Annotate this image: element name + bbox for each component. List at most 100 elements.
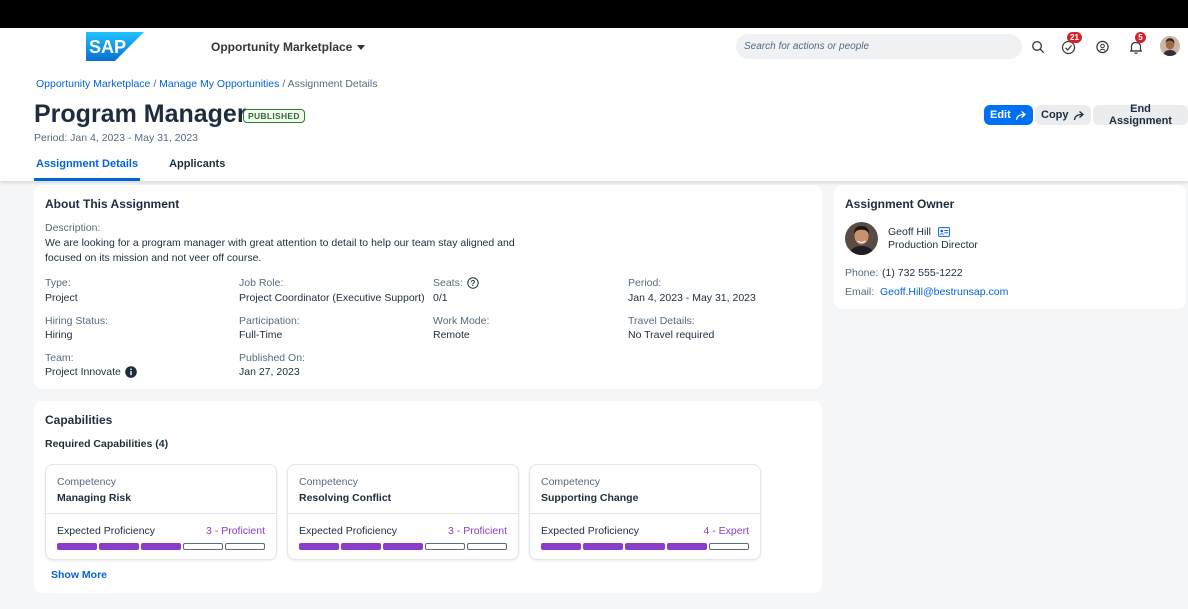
page-title: Program Manager	[34, 100, 247, 128]
contact-card-icon[interactable]	[938, 227, 950, 237]
capabilities-card: Capabilities Required Capabilities (4) C…	[34, 401, 822, 593]
show-more-link[interactable]: Show More	[51, 569, 108, 581]
email-label: Email:	[845, 286, 875, 298]
field-value-team: Project Innovate	[45, 366, 121, 378]
end-assignment-button[interactable]: End Assignment	[1093, 103, 1188, 127]
breadcrumb-current: Assignment Details	[287, 78, 378, 90]
capability-category: Competency	[299, 476, 358, 488]
capability-tile[interactable]: Competency Resolving Conflict Expected P…	[287, 464, 519, 560]
edit-button[interactable]: Edit	[984, 105, 1033, 125]
header-period: Period: Jan 4, 2023 - May 31, 2023	[34, 132, 199, 144]
expected-proficiency-label: Expected Proficiency	[57, 525, 156, 537]
feedback-icon[interactable]	[1093, 38, 1111, 56]
proficiency-rating-bar	[299, 543, 507, 550]
capability-name: Managing Risk	[57, 492, 132, 504]
svg-text:?: ?	[470, 279, 475, 288]
tab-bar: Assignment Details Applicants	[34, 158, 227, 181]
rating-segment-filled	[99, 543, 139, 550]
search-icon[interactable]	[1029, 38, 1047, 56]
app-title-menu[interactable]: Opportunity Marketplace	[211, 40, 366, 54]
field-value-published-on: Jan 27, 2023	[239, 366, 300, 378]
capability-tile[interactable]: Competency Managing Risk Expected Profic…	[45, 464, 277, 560]
proficiency-rating-bar	[57, 543, 265, 550]
tasks-badge: 21	[1067, 32, 1082, 43]
field-label-type: Type:	[45, 277, 71, 289]
capability-tile[interactable]: Competency Supporting Change Expected Pr…	[529, 464, 761, 560]
sap-logo[interactable]: SAP	[86, 32, 144, 61]
divider	[530, 513, 760, 514]
phone-label: Phone:	[845, 267, 879, 279]
notifications-badge: 5	[1135, 32, 1146, 43]
field-label-seats-wrap: Seats: ?	[433, 277, 479, 289]
tasks-icon[interactable]: 21	[1059, 32, 1082, 56]
top-black-bar	[0, 0, 1188, 28]
breadcrumb-separator: /	[282, 78, 286, 90]
phone-value: (1) 732 555-1222	[882, 267, 963, 279]
assignment-owner-card: Assignment Owner Geoff Hill Production D…	[834, 185, 1186, 309]
copy-button-label: Copy	[1041, 109, 1069, 121]
owner-name-wrap: Geoff Hill	[888, 226, 950, 238]
rating-segment-empty	[709, 543, 749, 550]
sap-logo-text: SAP	[89, 37, 126, 57]
breadcrumb-link-opportunity-marketplace[interactable]: Opportunity Marketplace	[36, 78, 151, 90]
capabilities-card-title: Capabilities	[45, 413, 113, 427]
proficiency-level: 4 - Expert	[703, 525, 749, 537]
field-value-participation: Full-Time	[239, 329, 283, 341]
rating-segment-empty	[183, 543, 223, 550]
proficiency-level: 3 - Proficient	[206, 525, 265, 537]
edit-button-label: Edit	[990, 109, 1011, 121]
expected-proficiency-label: Expected Proficiency	[541, 525, 640, 537]
proficiency-rating-bar	[541, 543, 749, 550]
info-icon[interactable]	[125, 366, 137, 378]
proficiency-level: 3 - Proficient	[448, 525, 507, 537]
chevron-down-icon	[357, 44, 366, 50]
rating-segment-filled	[541, 543, 581, 550]
field-value-team-wrap: Project Innovate	[45, 366, 137, 378]
capability-category: Competency	[57, 476, 116, 488]
rating-segment-filled	[57, 543, 97, 550]
help-icon[interactable]: ?	[467, 277, 479, 289]
owner-card-title: Assignment Owner	[845, 197, 955, 211]
tab-assignment-details[interactable]: Assignment Details	[34, 158, 141, 181]
rating-segment-filled	[383, 543, 423, 550]
description-text: We are looking for a program manager wit…	[45, 237, 515, 264]
rating-segment-filled	[667, 543, 707, 550]
divider	[288, 513, 518, 514]
breadcrumb: Opportunity Marketplace / Manage My Oppo…	[36, 78, 377, 90]
capability-name: Supporting Change	[541, 492, 639, 504]
tab-applicants[interactable]: Applicants	[169, 158, 226, 170]
field-value-job-role: Project Coordinator (Executive Support)	[239, 292, 425, 304]
rating-segment-empty	[425, 543, 465, 550]
user-avatar[interactable]	[1160, 36, 1180, 56]
breadcrumb-separator: /	[153, 78, 157, 90]
about-card-title: About This Assignment	[45, 197, 180, 211]
email-link[interactable]: Geoff.Hill@bestrunsap.com	[880, 286, 1009, 298]
required-capabilities-heading: Required Capabilities (4)	[45, 438, 169, 450]
app-title: Opportunity Marketplace	[211, 40, 353, 54]
share-arrow-icon	[1073, 110, 1084, 120]
rating-segment-filled	[341, 543, 381, 550]
share-arrow-icon	[1015, 110, 1026, 120]
status-badge: PUBLISHED	[243, 109, 305, 123]
field-value-hiring-status: Hiring	[45, 329, 73, 341]
expected-proficiency-label: Expected Proficiency	[299, 525, 398, 537]
field-label-participation: Participation:	[239, 315, 300, 327]
owner-avatar[interactable]	[845, 222, 878, 255]
rating-segment-filled	[141, 543, 181, 550]
rating-segment-filled	[299, 543, 339, 550]
field-value-travel: No Travel required	[628, 329, 715, 341]
search-input[interactable]	[736, 34, 1022, 59]
owner-name: Geoff Hill	[888, 226, 931, 238]
field-value-seats: 0/1	[433, 292, 448, 304]
about-assignment-card: About This Assignment Description: We ar…	[34, 185, 822, 389]
description-label: Description:	[45, 222, 101, 234]
copy-button[interactable]: Copy	[1035, 105, 1091, 125]
notification-bell-icon[interactable]: 5	[1127, 32, 1146, 56]
field-value-period: Jan 4, 2023 - May 31, 2023	[628, 292, 756, 304]
field-value-type: Project	[45, 292, 78, 304]
field-value-work-mode: Remote	[433, 329, 470, 341]
breadcrumb-link-manage-opportunities[interactable]: Manage My Opportunities	[159, 78, 280, 90]
capability-name: Resolving Conflict	[299, 492, 392, 504]
field-label-work-mode: Work Mode:	[433, 315, 490, 327]
field-label-period: Period:	[628, 277, 662, 289]
